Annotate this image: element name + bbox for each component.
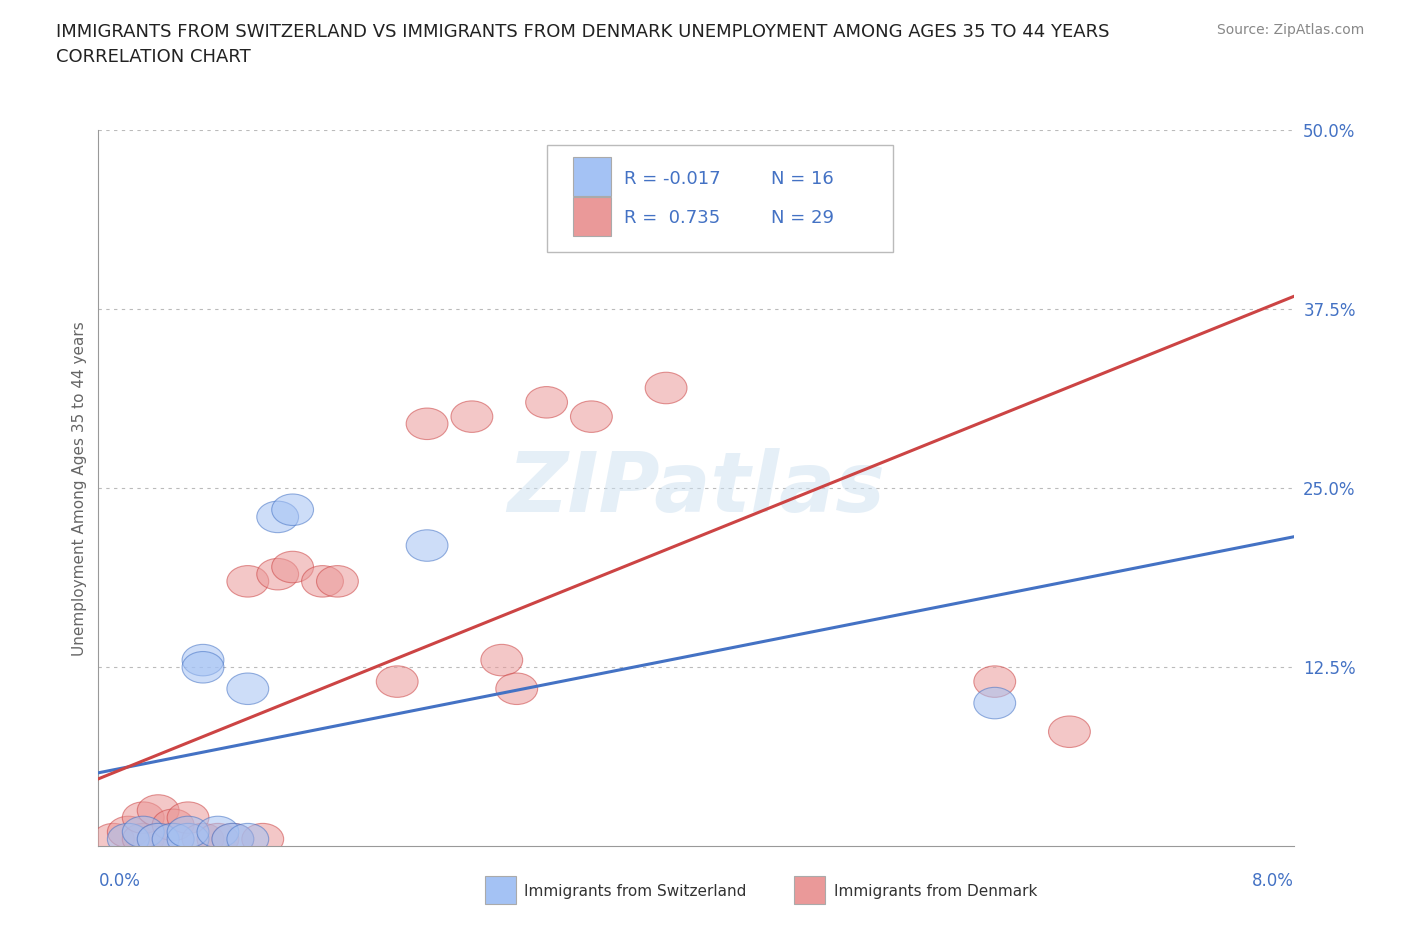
Ellipse shape [183,644,224,676]
Ellipse shape [183,823,224,855]
Ellipse shape [406,530,449,562]
FancyBboxPatch shape [547,144,893,252]
Ellipse shape [226,823,269,855]
Text: N = 29: N = 29 [772,209,834,227]
Text: Source: ZipAtlas.com: Source: ZipAtlas.com [1216,23,1364,37]
Ellipse shape [167,823,209,855]
Ellipse shape [496,673,537,705]
Text: CORRELATION CHART: CORRELATION CHART [56,48,252,66]
Ellipse shape [93,823,135,855]
Ellipse shape [107,823,149,855]
Bar [572,156,612,196]
Ellipse shape [197,817,239,848]
Ellipse shape [167,802,209,833]
Ellipse shape [406,408,449,440]
Ellipse shape [257,558,298,590]
Text: IMMIGRANTS FROM SWITZERLAND VS IMMIGRANTS FROM DENMARK UNEMPLOYMENT AMONG AGES 3: IMMIGRANTS FROM SWITZERLAND VS IMMIGRANT… [56,23,1109,41]
Ellipse shape [212,823,254,855]
Ellipse shape [226,565,269,597]
Ellipse shape [167,817,209,848]
Ellipse shape [152,823,194,855]
Ellipse shape [122,823,165,855]
Bar [572,197,612,236]
Ellipse shape [122,817,165,848]
Ellipse shape [645,372,688,404]
Ellipse shape [152,823,194,855]
Y-axis label: Unemployment Among Ages 35 to 44 years: Unemployment Among Ages 35 to 44 years [72,321,87,656]
Ellipse shape [1049,716,1091,748]
Ellipse shape [138,823,179,855]
Ellipse shape [197,823,239,855]
Ellipse shape [183,652,224,683]
Ellipse shape [749,200,792,232]
Ellipse shape [974,687,1015,719]
Ellipse shape [138,823,179,855]
Ellipse shape [571,401,613,432]
Ellipse shape [212,823,254,855]
Text: R = -0.017: R = -0.017 [624,170,721,188]
Ellipse shape [481,644,523,676]
Text: 0.0%: 0.0% [98,871,141,890]
Ellipse shape [122,802,165,833]
Ellipse shape [107,817,149,848]
Ellipse shape [271,494,314,525]
Ellipse shape [257,501,298,533]
Ellipse shape [526,387,568,418]
Text: Immigrants from Switzerland: Immigrants from Switzerland [524,884,747,899]
Ellipse shape [451,401,494,432]
Ellipse shape [271,551,314,583]
Text: R =  0.735: R = 0.735 [624,209,720,227]
Ellipse shape [316,565,359,597]
Ellipse shape [974,666,1015,698]
Ellipse shape [377,666,418,698]
Text: N = 16: N = 16 [772,170,834,188]
Ellipse shape [138,795,179,826]
Ellipse shape [152,809,194,841]
Text: ZIPatlas: ZIPatlas [508,447,884,529]
Ellipse shape [226,673,269,705]
Ellipse shape [242,823,284,855]
Text: 8.0%: 8.0% [1251,871,1294,890]
Text: Immigrants from Denmark: Immigrants from Denmark [834,884,1038,899]
Ellipse shape [301,565,343,597]
